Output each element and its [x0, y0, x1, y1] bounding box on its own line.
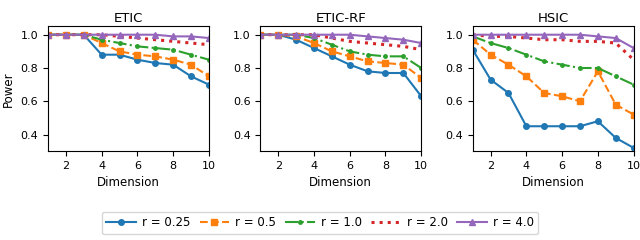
X-axis label: Dimension: Dimension — [522, 176, 584, 189]
Title: ETIC-RF: ETIC-RF — [316, 12, 366, 25]
Legend: r = 0.25, r = 0.5, r = 1.0, r = 2.0, r = 4.0: r = 0.25, r = 0.5, r = 1.0, r = 2.0, r =… — [102, 212, 538, 234]
X-axis label: Dimension: Dimension — [309, 176, 372, 189]
Title: ETIC: ETIC — [114, 12, 143, 25]
Title: HSIC: HSIC — [538, 12, 569, 25]
Y-axis label: Power: Power — [2, 71, 15, 107]
X-axis label: Dimension: Dimension — [97, 176, 160, 189]
